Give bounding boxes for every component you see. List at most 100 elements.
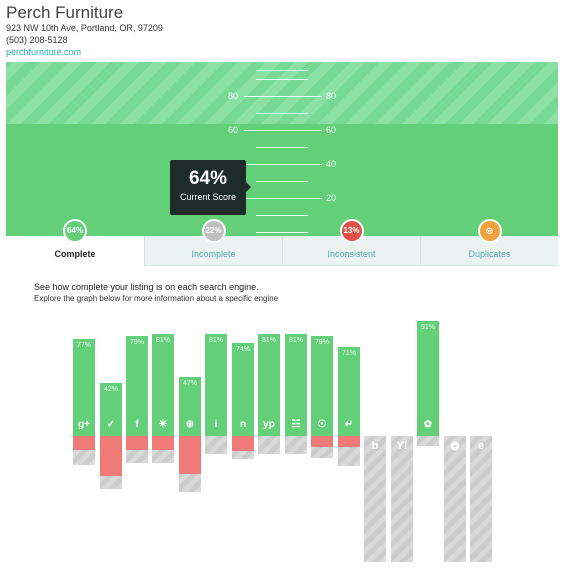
tab-incomplete[interactable]: 22% Incomplete	[144, 219, 282, 266]
neustar-icon: n	[239, 419, 247, 430]
engine-percent-label: 81%	[155, 337, 170, 344]
engine-complete-bar: 79% f	[126, 336, 148, 436]
yelp-icon: ✳	[158, 419, 168, 430]
scale-minor-line	[256, 113, 308, 114]
business-phone: (503) 208-5128	[6, 35, 68, 45]
engine-column-ie[interactable]: e	[470, 0, 492, 585]
engine-column-google-plus[interactable]: 77% g+	[73, 0, 95, 585]
engine-incomplete-bar	[100, 476, 122, 489]
score-gauge: 8080606040402020 64% Current Score	[6, 62, 558, 236]
engine-column-yp[interactable]: 81% yp	[258, 0, 280, 585]
engine-incomplete-bar	[338, 447, 360, 466]
score-tabs: 64% Complete 22% Incomplete 13% Inconsis…	[6, 219, 558, 266]
engine-intro-subtext: Explore the graph below for more informa…	[34, 294, 279, 303]
scale-minor-line	[256, 232, 308, 233]
engine-percent-label: 42%	[103, 386, 118, 393]
engine-column-globe[interactable]: ❂	[444, 0, 466, 585]
scale-minor-line	[256, 215, 308, 216]
engine-column-bing[interactable]: b	[364, 0, 386, 585]
engine-percent-label: 81%	[208, 337, 223, 344]
tab-duplicates[interactable]: ◎ Duplicates	[420, 219, 558, 266]
engine-column-localcom[interactable]: 71% ↵	[338, 0, 360, 585]
globe-icon: ❂	[450, 441, 460, 453]
engine-complete-bar: 74% n	[232, 343, 254, 436]
engine-incomplete-bar	[285, 436, 307, 454]
tab-inconsistent-label: Inconsistent	[327, 249, 376, 259]
tab-complete-label: Complete	[54, 249, 96, 259]
engine-percent-label: 79%	[129, 339, 144, 346]
engine-incomplete-bar	[73, 450, 95, 465]
incomplete-badge: 22%	[201, 219, 226, 243]
engine-complete-bar: 79% ☉	[311, 336, 333, 436]
engine-incomplete-bar: b	[364, 436, 386, 562]
engine-incomplete-bar	[311, 447, 333, 458]
scale-line-60	[244, 130, 322, 131]
engine-inconsistent-bar	[126, 436, 148, 450]
scale-number-20-right: 20	[326, 193, 337, 203]
engine-percent-label: 91%	[420, 324, 435, 331]
engine-inconsistent-bar	[338, 436, 360, 447]
engine-percent-label: 81%	[288, 337, 303, 344]
engine-complete-bar: 71% ↵	[338, 347, 360, 436]
engine-column-mapquest[interactable]: 79% ☉	[311, 0, 333, 585]
business-info: Perch Furniture 923 NW 10th Ave, Portlan…	[6, 4, 163, 58]
business-address: 923 NW 10th Ave, Portland, OR, 97209	[6, 23, 163, 33]
engine-incomplete-bar	[258, 436, 280, 454]
engine-column-facebook[interactable]: 79% f	[126, 0, 148, 585]
foursquare-icon: ☷	[291, 419, 301, 430]
scale-number-40-right: 40	[326, 159, 337, 169]
engine-inconsistent-bar	[232, 436, 254, 451]
engine-incomplete-bar: e	[470, 436, 492, 562]
engine-column-neustar[interactable]: 74% n	[232, 0, 254, 585]
engine-incomplete-bar	[126, 450, 148, 463]
current-score-box: 64% Current Score	[170, 160, 251, 215]
engine-intro: See how complete your listing is on each…	[34, 281, 278, 305]
engine-inconsistent-bar	[73, 436, 95, 450]
tab-duplicates-label: Duplicates	[468, 249, 511, 259]
current-score-value: 64%	[188, 168, 228, 189]
engine-percent-label: 81%	[261, 337, 276, 344]
yahoo-icon: Y!	[396, 440, 408, 452]
yellowpages-icon: ✓	[106, 419, 116, 430]
engine-percent-label: 71%	[341, 350, 356, 357]
engine-incomplete-bar	[152, 450, 174, 463]
complete-badge: 64%	[63, 219, 87, 243]
scale-number-60-left: 60	[228, 125, 239, 135]
engine-inconsistent-bar	[152, 436, 174, 450]
google-plus-icon: g+	[78, 419, 90, 430]
business-website-link[interactable]: perchfurniture.com	[6, 47, 82, 57]
engine-column-yelp-alt[interactable]: 91% ✿	[417, 0, 439, 585]
engine-complete-bar: 81% ✳	[152, 334, 174, 436]
engine-percent-label: 77%	[76, 342, 91, 349]
mapquest-icon: ☉	[317, 419, 327, 430]
duplicates-badge: ◎	[477, 219, 502, 243]
engine-column-foursquare[interactable]: 81% ☷	[285, 0, 307, 585]
engine-percent-label: 74%	[235, 346, 250, 353]
engine-complete-bar: 91% ✿	[417, 321, 439, 436]
engine-inconsistent-bar	[179, 436, 201, 474]
facebook-icon: f	[135, 419, 139, 430]
yelp-alt-icon: ✿	[423, 419, 433, 430]
engine-column-yahoo[interactable]: Y!	[391, 0, 413, 585]
tab-complete[interactable]: 64% Complete	[6, 219, 144, 266]
engine-complete-bar: 81% ☷	[285, 334, 307, 436]
bing-icon: b	[371, 440, 379, 452]
engine-complete-bar: 81% yp	[258, 334, 280, 436]
inconsistent-badge: 13%	[339, 219, 364, 243]
engine-percent-label: 79%	[314, 339, 329, 346]
engine-incomplete-bar	[232, 451, 254, 459]
scale-minor-line	[256, 79, 308, 80]
citysearch-icon: i	[214, 419, 218, 430]
engine-percent-label: 47%	[182, 380, 197, 387]
engine-incomplete-bar	[179, 474, 201, 492]
scale-line-20	[244, 198, 322, 199]
engine-incomplete-bar	[205, 436, 227, 454]
scale-minor-line	[256, 147, 308, 148]
engine-column-yelp[interactable]: 81% ✳	[152, 0, 174, 585]
tab-inconsistent[interactable]: 13% Inconsistent	[282, 219, 420, 266]
engine-column-superpages[interactable]: 47% ⊕	[179, 0, 201, 585]
engine-column-citysearch[interactable]: 81% i	[205, 0, 227, 585]
ie-icon: e	[477, 440, 485, 452]
engine-column-yellowpages[interactable]: 42% ✓	[100, 0, 122, 585]
